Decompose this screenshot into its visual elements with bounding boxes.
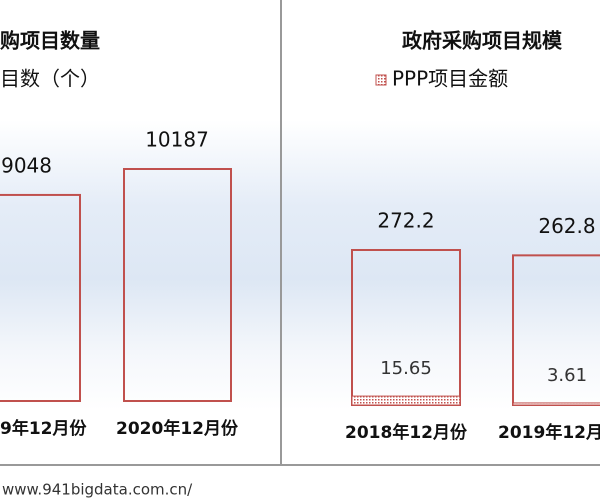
value-label: 3.61 [547,365,587,386]
bar [512,402,600,406]
panel-bg [282,120,600,410]
bar [123,168,232,402]
bar [0,193,81,402]
x-tick-label: 2019年12月 [498,422,600,443]
bar [351,395,461,406]
value-label: 15.65 [380,358,432,379]
x-tick-label: 2018年12月份 [345,422,468,443]
value-label: 9048 [1,153,52,177]
x-tick-label: 2020年12月份 [116,418,239,439]
chart-title: 政府采购项目规模 [402,29,563,53]
footer: www.941bigdata.com.cn/ [2,481,193,499]
x-tick-label: 9年12月份 [0,418,87,439]
value-label: 262.8 [538,214,595,238]
legend-label: 目数（个） [0,67,100,91]
value-label: 10187 [145,128,209,152]
legend-swatch [375,74,387,86]
legend-label: PPP项目金额 [392,67,508,91]
value-label: 272.2 [377,209,434,233]
chart-title: 购项目数量 [0,29,100,53]
